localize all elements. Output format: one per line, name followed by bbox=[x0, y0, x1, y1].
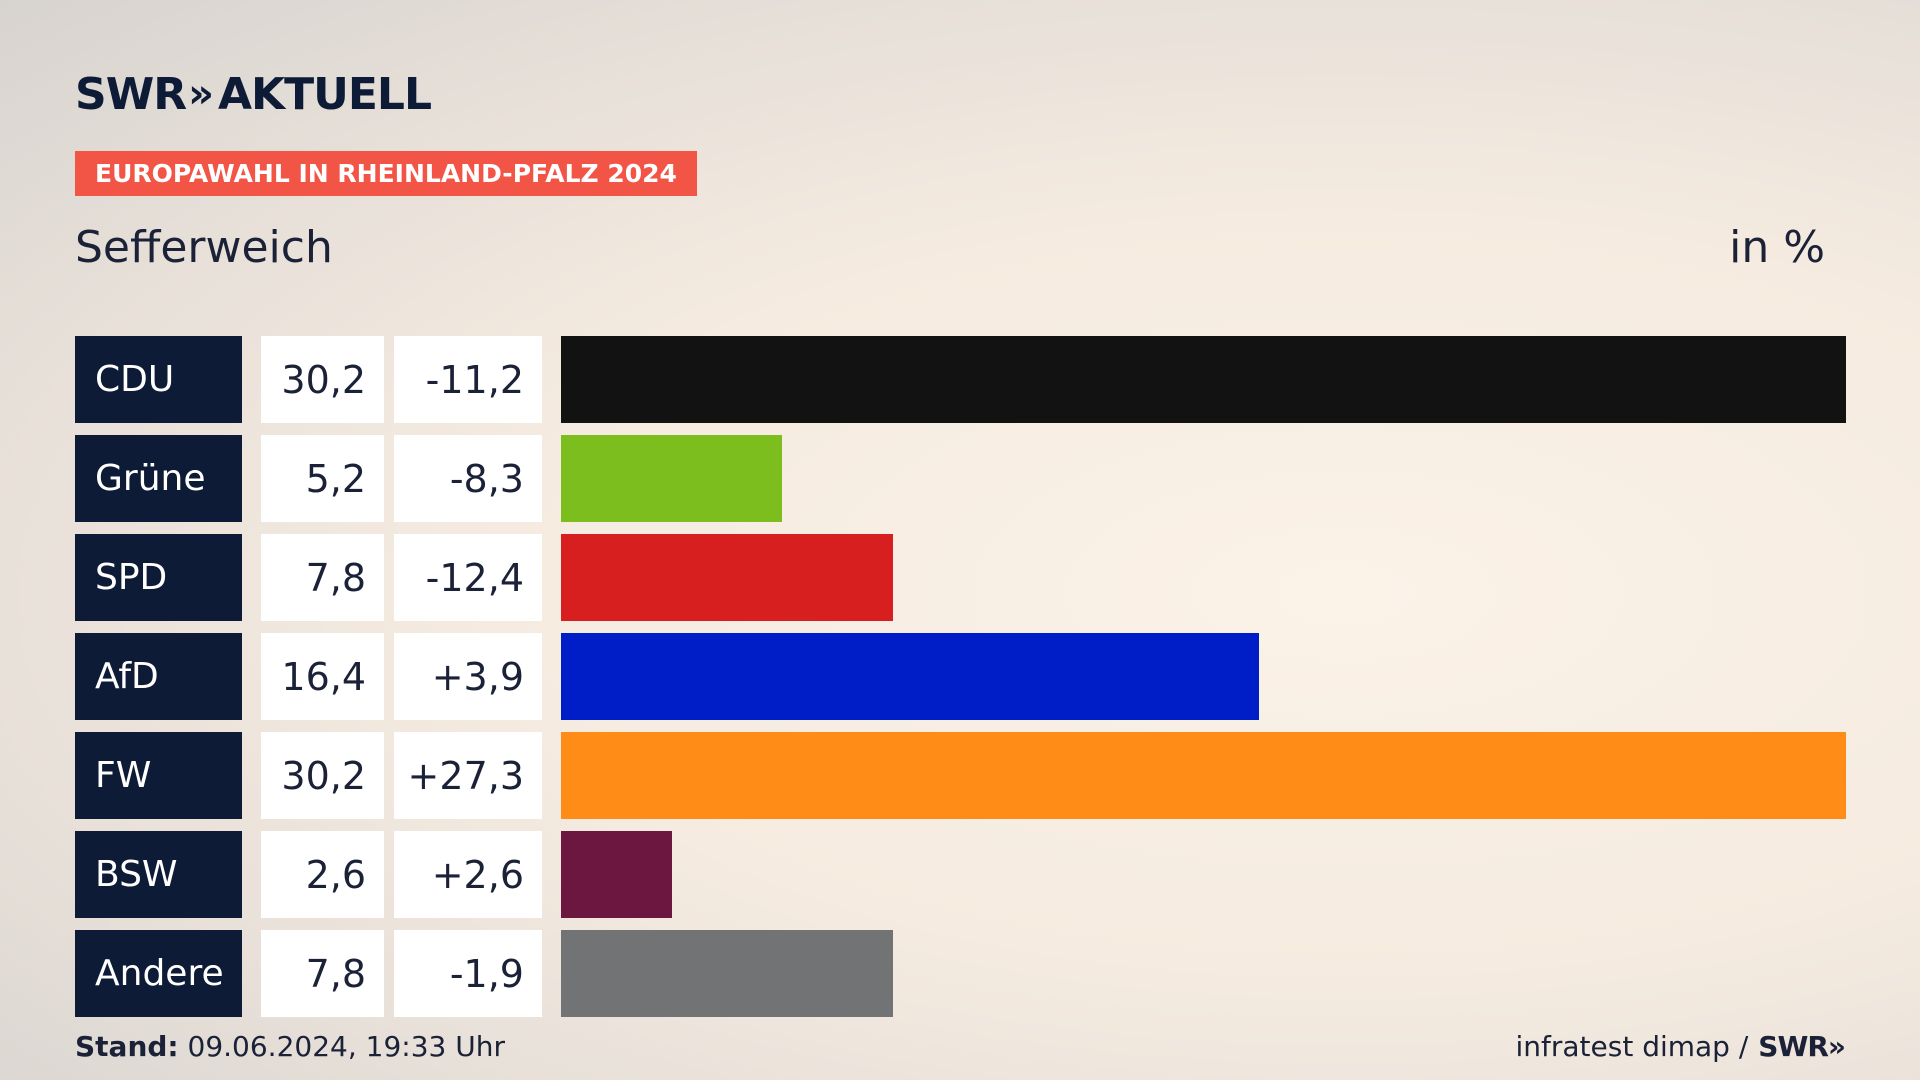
chevron-right-icon: » bbox=[188, 71, 214, 117]
party-label: FW bbox=[75, 732, 242, 819]
result-bar bbox=[561, 633, 1259, 720]
unit-label: in % bbox=[1729, 222, 1825, 273]
vote-change-label: +27,3 bbox=[394, 732, 542, 819]
region-title: Sefferweich bbox=[75, 222, 333, 273]
vote-share-label: 2,6 bbox=[261, 831, 384, 918]
vote-share-label: 30,2 bbox=[261, 336, 384, 423]
chart-row: Andere 7,8 -1,9 bbox=[75, 930, 1846, 1017]
chart-row: Grüne 5,2 -8,3 bbox=[75, 435, 1846, 522]
logo-swr-text: SWR bbox=[75, 68, 187, 120]
vote-change-label: +3,9 bbox=[394, 633, 542, 720]
source-credit: infratest dimap / SWR» bbox=[1515, 1030, 1846, 1063]
party-label: CDU bbox=[75, 336, 242, 423]
party-label: BSW bbox=[75, 831, 242, 918]
vote-share-label: 5,2 bbox=[261, 435, 384, 522]
vote-change-label: -8,3 bbox=[394, 435, 542, 522]
vote-share-label: 30,2 bbox=[261, 732, 384, 819]
result-bar bbox=[561, 930, 893, 1017]
party-label: Grüne bbox=[75, 435, 242, 522]
result-bar bbox=[561, 732, 1846, 819]
vote-change-label: -11,2 bbox=[394, 336, 542, 423]
swr-small-logo: SWR» bbox=[1758, 1030, 1846, 1063]
party-label: AfD bbox=[75, 633, 242, 720]
party-label: Andere bbox=[75, 930, 242, 1017]
logo-aktuell-text: AKTUELL bbox=[217, 68, 432, 120]
stand-value: 09.06.2024, 19:33 Uhr bbox=[178, 1030, 505, 1063]
result-bar bbox=[561, 534, 893, 621]
chart-row: FW 30,2 +27,3 bbox=[75, 732, 1846, 819]
result-bar bbox=[561, 336, 1846, 423]
chart-row: CDU 30,2 -11,2 bbox=[75, 336, 1846, 423]
swr-aktuell-logo: SWR » AKTUELL bbox=[75, 68, 432, 120]
chart-row: AfD 16,4 +3,9 bbox=[75, 633, 1846, 720]
vote-change-label: -12,4 bbox=[394, 534, 542, 621]
vote-share-label: 7,8 bbox=[261, 930, 384, 1017]
vote-share-label: 16,4 bbox=[261, 633, 384, 720]
vote-share-label: 7,8 bbox=[261, 534, 384, 621]
result-bar bbox=[561, 435, 782, 522]
chart-row: SPD 7,8 -12,4 bbox=[75, 534, 1846, 621]
chart-row: BSW 2,6 +2,6 bbox=[75, 831, 1846, 918]
vote-change-label: +2,6 bbox=[394, 831, 542, 918]
timestamp: Stand: 09.06.2024, 19:33 Uhr bbox=[75, 1030, 505, 1063]
party-label: SPD bbox=[75, 534, 242, 621]
vote-change-label: -1,9 bbox=[394, 930, 542, 1017]
stand-label: Stand: bbox=[75, 1030, 179, 1063]
result-bar bbox=[561, 831, 672, 918]
election-tag: EUROPAWAHL IN RHEINLAND-PFALZ 2024 bbox=[75, 151, 697, 196]
source-text: infratest dimap / bbox=[1515, 1030, 1749, 1063]
